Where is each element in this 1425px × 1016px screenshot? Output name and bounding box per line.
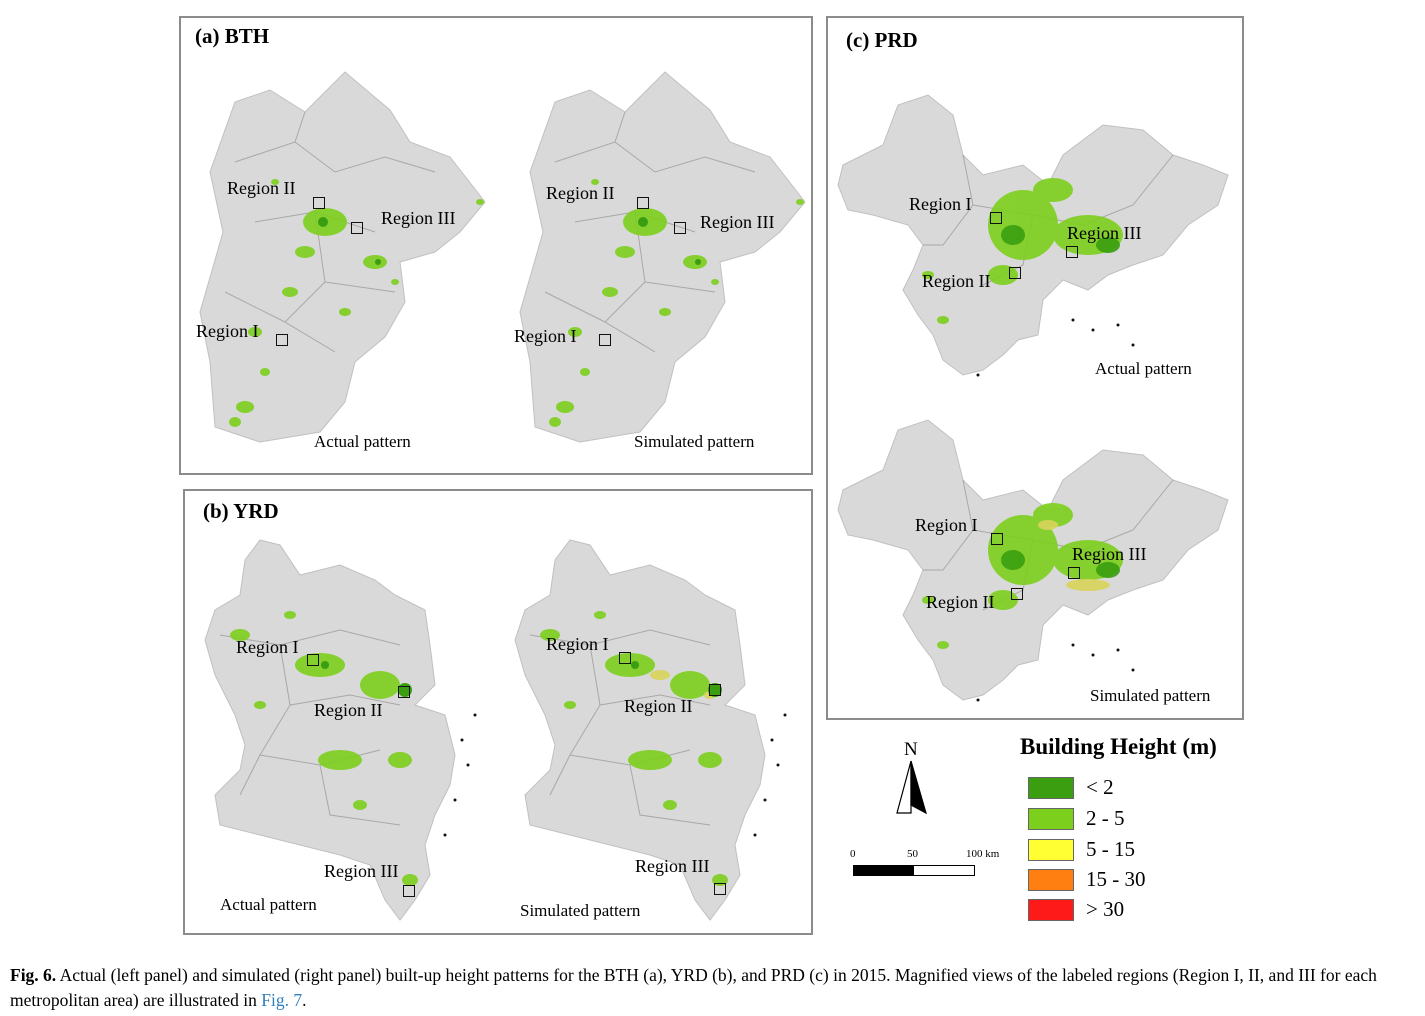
bth-simulated-region3-box <box>674 222 686 234</box>
prd-actual-map <box>837 94 1229 377</box>
bth-simulated-caption: Simulated pattern <box>634 432 755 451</box>
yrd-actual-region3-label: Region III <box>324 861 399 881</box>
yrd-simulated-region2-box <box>709 684 721 696</box>
bth-actual-region3-label: Region III <box>381 208 456 228</box>
yrd-simulated-region3-label: Region III <box>635 856 710 876</box>
yrd-actual-caption: Actual pattern <box>220 895 317 914</box>
prd-simulated-map <box>837 419 1229 702</box>
prd-simulated-region3-label: Region III <box>1072 544 1147 564</box>
north-arrow-label: N <box>904 739 918 760</box>
yrd-actual-region1-label: Region I <box>236 637 299 657</box>
yrd-simulated-region3-box <box>714 883 726 895</box>
yrd-actual-land <box>204 539 456 921</box>
yrd-actual-region2-label: Region II <box>314 700 383 720</box>
prd-simulated-region3-box <box>1068 567 1080 579</box>
bth-simulated-region2-label: Region II <box>546 183 615 203</box>
figure-caption: Fig. 6. Actual (left panel) and simulate… <box>10 963 1420 1013</box>
bth-simulated-region2-box <box>637 197 649 209</box>
yrd-simulated-map <box>514 539 787 921</box>
yrd-actual-region1-box <box>307 654 319 666</box>
bth-simulated-map <box>519 71 806 443</box>
prd-actual-region2-label: Region II <box>922 271 991 291</box>
panel-prd-title: (c) PRD <box>846 28 918 52</box>
prd-simulated-caption: Simulated pattern <box>1090 686 1211 705</box>
legend-label-2: 5 - 15 <box>1086 837 1135 861</box>
legend-swatch-1 <box>1028 808 1074 830</box>
yrd-actual-region2-box <box>398 686 410 698</box>
caption-fig-ref-link[interactable]: Fig. 7 <box>261 990 303 1010</box>
yrd-simulated-region2-label: Region II <box>624 696 693 716</box>
prd-actual-caption: Actual pattern <box>1095 359 1192 378</box>
bth-simulated-region3-label: Region III <box>700 212 775 232</box>
scale-bar-tick-50: 50 <box>907 848 918 860</box>
legend-swatch-3 <box>1028 869 1074 891</box>
prd-simulated-region2-box <box>1011 588 1023 600</box>
prd-simulated-region1-label: Region I <box>915 515 978 535</box>
caption-text: Actual (left panel) and simulated (right… <box>10 965 1377 1010</box>
bth-simulated-region1-box <box>599 334 611 346</box>
bth-simulated-region1-label: Region I <box>514 326 577 346</box>
legend-title: Building Height (m) <box>1020 734 1217 759</box>
scale-bar-tick-0: 0 <box>850 848 856 860</box>
caption-fig-label: Fig. 6. <box>10 965 57 985</box>
yrd-actual-map <box>204 539 477 921</box>
scale-bar-tick-100: 100 km <box>966 848 1000 860</box>
bth-simulated-land <box>519 71 806 443</box>
legend-label-1: 2 - 5 <box>1086 806 1125 830</box>
legend-label-0: < 2 <box>1086 775 1114 799</box>
yrd-actual-region3-box <box>403 885 415 897</box>
prd-actual-region3-box <box>1066 246 1078 258</box>
bth-actual-region2-box <box>313 197 325 209</box>
prd-simulated-region1-box <box>991 533 1003 545</box>
panel-yrd-title: (b) YRD <box>203 499 279 523</box>
prd-simulated-region2-label: Region II <box>926 592 995 612</box>
yrd-simulated-region1-box <box>619 652 631 664</box>
caption-end: . <box>302 990 307 1010</box>
bth-actual-region1-box <box>276 334 288 346</box>
yrd-simulated-caption: Simulated pattern <box>520 901 641 920</box>
panel-bth-title: (a) BTH <box>195 24 270 48</box>
legend-label-3: 15 - 30 <box>1086 867 1146 891</box>
bth-actual-region3-box <box>351 222 363 234</box>
prd-actual-region1-box <box>990 212 1002 224</box>
bth-actual-land <box>199 71 486 443</box>
legend-label-4: > 30 <box>1086 897 1125 921</box>
yrd-simulated-land <box>514 539 766 921</box>
bth-actual-region2-label: Region II <box>227 178 296 198</box>
legend-swatch-0 <box>1028 777 1074 799</box>
scale-bar <box>853 865 975 876</box>
legend-swatch-4 <box>1028 899 1074 921</box>
prd-actual-region3-label: Region III <box>1067 223 1142 243</box>
prd-actual-region2-box <box>1009 267 1021 279</box>
prd-actual-region1-label: Region I <box>909 194 972 214</box>
bth-actual-region1-label: Region I <box>196 321 259 341</box>
bth-actual-caption: Actual pattern <box>314 432 411 451</box>
yrd-simulated-region1-label: Region I <box>546 634 609 654</box>
north-arrow-icon <box>896 760 927 815</box>
legend-swatch-2 <box>1028 839 1074 861</box>
bth-actual-map <box>199 71 486 443</box>
